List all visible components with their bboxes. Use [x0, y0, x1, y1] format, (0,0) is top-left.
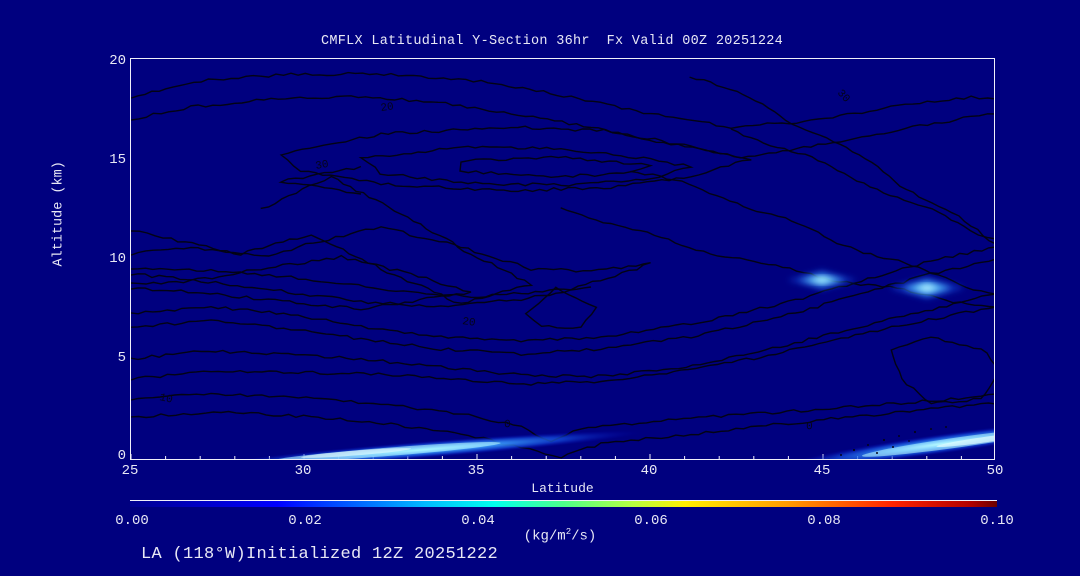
- svg-text:30: 30: [315, 159, 330, 173]
- svg-text:20: 20: [380, 101, 395, 115]
- svg-text:0: 0: [504, 419, 511, 431]
- svg-text:20: 20: [461, 316, 476, 330]
- svg-text:10: 10: [158, 392, 173, 406]
- svg-text:0: 0: [806, 421, 813, 433]
- svg-text:30: 30: [834, 88, 852, 106]
